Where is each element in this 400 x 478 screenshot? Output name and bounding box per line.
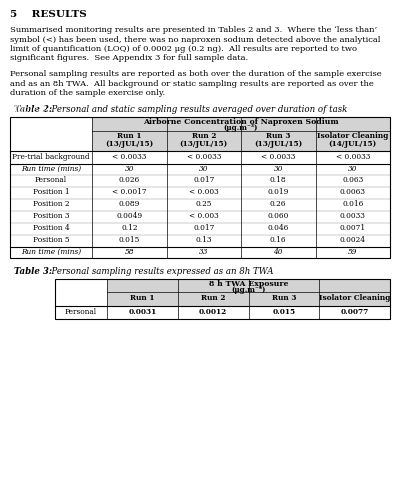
Text: 30: 30 xyxy=(274,165,283,173)
Text: < 0.0033: < 0.0033 xyxy=(112,153,146,161)
Text: < 0.0017: < 0.0017 xyxy=(112,188,146,196)
Text: significant figures.  See Appendix 3 for full sample data.: significant figures. See Appendix 3 for … xyxy=(10,54,248,63)
Text: 33: 33 xyxy=(199,248,208,256)
Text: (μg.m⁻³): (μg.m⁻³) xyxy=(224,124,258,132)
Text: 40: 40 xyxy=(274,248,283,256)
Text: 0.18: 0.18 xyxy=(270,176,286,185)
Text: 0.015: 0.015 xyxy=(118,237,140,245)
Text: 0.060: 0.060 xyxy=(268,213,289,220)
Text: 59: 59 xyxy=(348,248,358,256)
Text: (14/JUL/15): (14/JUL/15) xyxy=(329,140,377,148)
Text: 30: 30 xyxy=(348,165,358,173)
Text: Personal: Personal xyxy=(35,176,67,185)
Text: 0.0063: 0.0063 xyxy=(340,188,366,196)
Text: Table 3:: Table 3: xyxy=(14,268,52,276)
Text: Run 3: Run 3 xyxy=(266,131,290,140)
Text: < 0.003: < 0.003 xyxy=(189,213,219,220)
Text: Run 2: Run 2 xyxy=(201,293,225,302)
Text: Run 1: Run 1 xyxy=(130,293,155,302)
Text: 5    RESULTS: 5 RESULTS xyxy=(10,10,87,19)
Text: and as an 8h TWA.  All background or static sampling results are reported as ove: and as an 8h TWA. All background or stat… xyxy=(10,79,374,87)
Text: 0.12: 0.12 xyxy=(121,225,138,232)
Text: 0.016: 0.016 xyxy=(342,200,364,208)
Text: 0.063: 0.063 xyxy=(342,176,363,185)
Text: Personal and static sampling results averaged over duration of task: Personal and static sampling results ave… xyxy=(46,105,347,113)
Text: Position 3: Position 3 xyxy=(33,213,69,220)
Text: Run time (mins): Run time (mins) xyxy=(21,248,81,256)
Text: Pre-trial background: Pre-trial background xyxy=(12,153,90,161)
Text: Personal sampling results are reported as both over the duration of the sample e: Personal sampling results are reported a… xyxy=(10,70,382,78)
Text: < 0.0033: < 0.0033 xyxy=(336,153,370,161)
Text: Run time (mins): Run time (mins) xyxy=(21,165,81,173)
Text: 0.16: 0.16 xyxy=(270,237,286,245)
Text: 0.0033: 0.0033 xyxy=(340,213,366,220)
Text: 0.017: 0.017 xyxy=(193,225,214,232)
Text: 0.13: 0.13 xyxy=(196,237,212,245)
Text: Run 1: Run 1 xyxy=(117,131,142,140)
Text: (13/JUL/15): (13/JUL/15) xyxy=(254,140,302,148)
Text: Position 1: Position 1 xyxy=(33,188,69,196)
Text: 0.26: 0.26 xyxy=(270,200,286,208)
Text: Position 4: Position 4 xyxy=(33,225,69,232)
Text: 0.25: 0.25 xyxy=(196,200,212,208)
Text: Position 2: Position 2 xyxy=(33,200,69,208)
Text: 0.017: 0.017 xyxy=(193,176,214,185)
Text: < 0.0033: < 0.0033 xyxy=(186,153,221,161)
Text: duration of the sample exercise only.: duration of the sample exercise only. xyxy=(10,89,165,97)
Text: (13/JUL/15): (13/JUL/15) xyxy=(180,140,228,148)
Text: Run 3: Run 3 xyxy=(272,293,296,302)
Text: Run 2: Run 2 xyxy=(192,131,216,140)
Text: 0.0031: 0.0031 xyxy=(128,308,156,316)
Text: limit of quantification (LOQ) of 0.0002 μg (0.2 ng).  All results are reported t: limit of quantification (LOQ) of 0.0002 … xyxy=(10,45,357,53)
Text: 0.0024: 0.0024 xyxy=(340,237,366,245)
Text: 0.0012: 0.0012 xyxy=(199,308,227,316)
Text: 0.0049: 0.0049 xyxy=(116,213,142,220)
Text: 0.015: 0.015 xyxy=(272,308,296,316)
Text: Personal: Personal xyxy=(65,308,97,316)
Text: Airborne Concentration of Naproxen Sodium: Airborne Concentration of Naproxen Sodiu… xyxy=(143,118,339,126)
Text: symbol (<) has been used, there was no naproxen sodium detected above the analyt: symbol (<) has been used, there was no n… xyxy=(10,35,380,43)
Text: 0.026: 0.026 xyxy=(119,176,140,185)
Text: Summarised monitoring results are presented in Tables 2 and 3.  Where the ‘less : Summarised monitoring results are presen… xyxy=(10,26,377,34)
Text: Position 5: Position 5 xyxy=(33,237,69,245)
Text: (13/JUL/15): (13/JUL/15) xyxy=(105,140,153,148)
Text: 30: 30 xyxy=(124,165,134,173)
Text: 0.089: 0.089 xyxy=(118,200,140,208)
Text: 30: 30 xyxy=(199,165,208,173)
Text: Isolator Cleaning: Isolator Cleaning xyxy=(317,131,388,140)
Text: 58: 58 xyxy=(124,248,134,256)
Text: 0.0071: 0.0071 xyxy=(340,225,366,232)
Text: Isolator Cleaning: Isolator Cleaning xyxy=(319,293,390,302)
Text: 0.019: 0.019 xyxy=(268,188,289,196)
Text: Personal sampling results expressed as an 8h TWA: Personal sampling results expressed as a… xyxy=(46,268,274,276)
Text: 8 h TWA Exposure: 8 h TWA Exposure xyxy=(209,280,288,287)
Text: < 0.003: < 0.003 xyxy=(189,188,219,196)
Text: Table 2:  Personal and static sampling results averaged over duration of task: Table 2: Personal and static sampling re… xyxy=(14,105,350,113)
Text: 0.046: 0.046 xyxy=(268,225,289,232)
Text: Table 2:: Table 2: xyxy=(14,105,52,113)
Text: 0.0077: 0.0077 xyxy=(340,308,369,316)
Text: (μg.m⁻³): (μg.m⁻³) xyxy=(231,286,266,294)
Text: < 0.0033: < 0.0033 xyxy=(261,153,296,161)
